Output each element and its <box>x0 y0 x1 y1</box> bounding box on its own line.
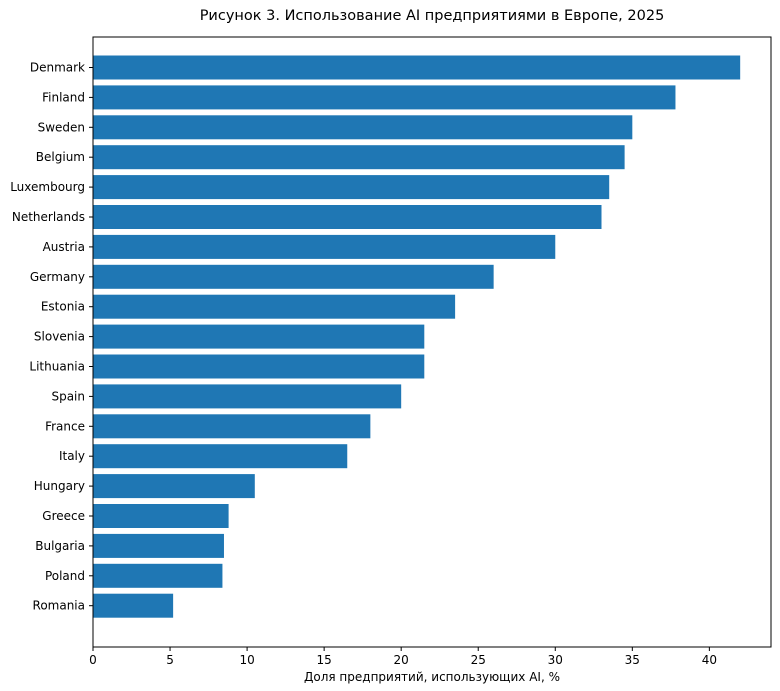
y-tick-label: Luxembourg <box>10 180 85 194</box>
y-tick-label: Spain <box>51 389 85 403</box>
bar-belgium <box>93 145 625 170</box>
y-tick-label: Estonia <box>41 300 85 314</box>
chart-title: Рисунок 3. Использование AI предприятиям… <box>200 8 665 24</box>
y-tick-label: Lithuania <box>29 360 85 374</box>
bar-greece <box>93 504 229 528</box>
bar-romania <box>93 593 174 618</box>
bar-hungary <box>93 474 255 499</box>
bar-bulgaria <box>93 533 224 558</box>
bar-luxembourg <box>93 175 610 200</box>
bars-group <box>93 55 741 618</box>
y-tick-label: France <box>45 419 85 433</box>
bar-italy <box>93 444 348 469</box>
y-tick-label: Romania <box>33 599 85 613</box>
x-tick-label: 20 <box>394 653 409 667</box>
y-tick-label: Finland <box>42 90 85 104</box>
y-tick-label: Germany <box>30 270 85 284</box>
y-tick-label: Belgium <box>36 150 85 164</box>
y-tick-label: Slovenia <box>34 330 85 344</box>
y-axis-ticks: Denmark Finland Sweden Belgium Luxembourg Net… <box>10 61 93 613</box>
bar-germany <box>93 264 494 289</box>
y-tick-label: Denmark <box>30 61 85 75</box>
y-tick-label: Netherlands <box>12 210 85 224</box>
bar-france <box>93 414 371 439</box>
bar-austria <box>93 234 556 259</box>
bar-finland <box>93 85 676 110</box>
x-tick-label: 0 <box>89 653 97 667</box>
bar-estonia <box>93 294 456 319</box>
y-tick-label: Poland <box>45 569 85 583</box>
x-tick-label: 35 <box>625 653 640 667</box>
x-tick-label: 15 <box>316 653 331 667</box>
bar-spain <box>93 384 402 409</box>
x-tick-label: 5 <box>166 653 174 667</box>
plot-frame <box>92 36 772 648</box>
x-tick-label: 40 <box>702 653 717 667</box>
y-tick-label: Austria <box>43 240 85 254</box>
x-axis-label: Доля предприятий, использующих AI, % <box>304 670 560 684</box>
x-tick-label: 30 <box>548 653 563 667</box>
x-axis-ticks: 0 5 10 15 20 25 30 35 40 <box>89 647 717 667</box>
bar-lithuania <box>93 354 425 379</box>
bar-denmark <box>93 55 741 80</box>
bar-poland <box>93 563 223 588</box>
y-tick-label: Sweden <box>38 120 85 134</box>
x-tick-label: 25 <box>471 653 486 667</box>
bar-sweden <box>93 115 633 140</box>
y-tick-label: Bulgaria <box>35 539 85 553</box>
bar-slovenia <box>93 324 425 349</box>
x-tick-label: 10 <box>239 653 254 667</box>
y-tick-label: Hungary <box>34 479 85 493</box>
y-tick-label: Greece <box>42 509 85 523</box>
bar-netherlands <box>93 205 602 229</box>
y-tick-label: Italy <box>59 449 85 463</box>
